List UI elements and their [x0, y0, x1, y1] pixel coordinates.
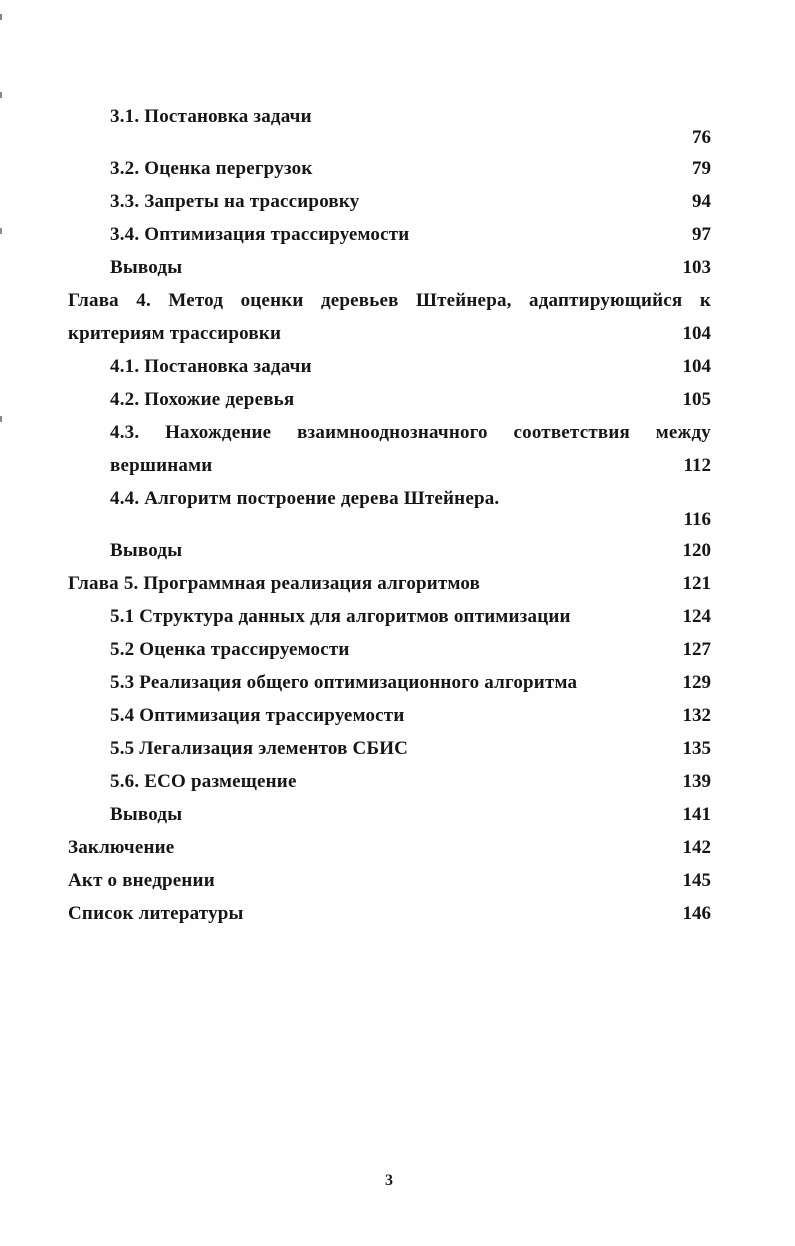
toc-entry-page-number: 103	[682, 257, 712, 278]
toc-entry-title: 4.1. Постановка задачи	[110, 356, 312, 377]
toc-entry-title: 3.4. Оптимизация трассируемости	[110, 224, 410, 245]
toc-entry: Выводы 141	[68, 798, 711, 831]
toc-entry: 3.2. Оценка перегрузок 79	[68, 152, 711, 185]
toc-entry-page-number: 105	[682, 389, 712, 410]
toc-entry: 5.1 Структура данных для алгоритмов опти…	[68, 600, 711, 633]
toc-entry-title: Акт о внедрении	[68, 870, 215, 891]
toc-entry: 4.1. Постановка задачи 104	[68, 350, 711, 383]
toc-entry: Глава 4. Метод оценки деревьев Штейнера,…	[68, 284, 711, 350]
toc-entry-title: 5.1 Структура данных для алгоритмов опти…	[110, 606, 571, 627]
toc-entry-title: Заключение	[68, 837, 175, 858]
toc-entry-title: 5.2 Оценка трассируемости	[110, 639, 350, 660]
toc-entry-page-number: 132	[682, 705, 712, 726]
toc-entry-page-number: 112	[683, 455, 711, 476]
toc-entry-title: 4.2. Похожие деревья	[110, 389, 295, 410]
toc-entry-title: Список литературы	[68, 903, 244, 924]
toc-entry: Акт о внедрении 145	[68, 864, 711, 897]
toc-entry-title: 4.3. Нахождение взаимнооднозначного соот…	[110, 422, 711, 476]
toc-entry-page-number: 127	[682, 639, 712, 660]
toc-entry-page-number: 146	[682, 903, 712, 924]
toc-entry-page-number: 94	[692, 191, 711, 212]
toc-entry: 3.1. Постановка задачи 76	[68, 100, 711, 148]
toc-entry: 4.4. Алгоритм построение дерева Штейнера…	[68, 482, 711, 530]
toc-entry: 3.3. Запреты на трассировку 94	[68, 185, 711, 218]
toc-entry: Выводы 103	[68, 251, 711, 284]
toc-entry-title: 5.3 Реализация общего оптимизационного а…	[110, 672, 578, 693]
toc-entry-title: 5.5 Легализация элементов СБИС	[110, 738, 409, 759]
toc-entry-title: 5.4 Оптимизация трассируемости	[110, 705, 405, 726]
toc-entry-page-number: 104	[682, 323, 712, 344]
toc-entry: Глава 5. Программная реализация алгоритм…	[68, 567, 711, 600]
toc-entry: 4.3. Нахождение взаимнооднозначного соот…	[68, 416, 711, 482]
toc-entry: 5.5 Легализация элементов СБИС 135	[68, 732, 711, 765]
toc-entry-title: 4.4. Алгоритм построение дерева Штейнера…	[110, 488, 500, 509]
table-of-contents: 3.1. Постановка задачи 76 3.2. Оценка пере…	[68, 100, 711, 930]
toc-entry: 5.3 Реализация общего оптимизационного а…	[68, 666, 711, 699]
toc-entry-page-number: 124	[682, 606, 712, 627]
toc-entry-title: Выводы	[110, 540, 183, 561]
scan-edge-artifacts	[0, 0, 3, 1246]
toc-entry-page-number: 79	[692, 158, 711, 179]
toc-entry-page-number: 76	[692, 127, 711, 148]
toc-entry: 4.2. Похожие деревья 105	[68, 383, 711, 416]
toc-entry-page-number: 142	[682, 837, 712, 858]
toc-entry-title: Выводы	[110, 257, 183, 278]
toc-entry: 5.4 Оптимизация трассируемости 132	[68, 699, 711, 732]
toc-entry-title: Глава 5. Программная реализация алгоритм…	[68, 573, 481, 594]
toc-entry-title: Выводы	[110, 804, 183, 825]
toc-entry-title: 3.3. Запреты на трассировку	[110, 191, 360, 212]
toc-entry-page-number: 120	[682, 540, 712, 561]
toc-entry-page-number: 116	[683, 509, 711, 530]
toc-entry-page-number: 139	[682, 771, 712, 792]
toc-entry-page-number: 104	[682, 356, 712, 377]
toc-entry-page-number: 135	[682, 738, 712, 759]
toc-entry-page-number: 97	[692, 224, 711, 245]
page-number: 3	[385, 1172, 393, 1189]
toc-entry-page-number: 145	[682, 870, 712, 891]
toc-entry-title: 5.6. ECO размещение	[110, 771, 297, 792]
toc-entry: Выводы 120	[68, 534, 711, 567]
toc-entry-page-number: 121	[682, 573, 712, 594]
toc-entry-title: 3.2. Оценка перегрузок	[110, 158, 313, 179]
toc-entry-page-number: 141	[682, 804, 712, 825]
toc-entry: 5.6. ECO размещение 139	[68, 765, 711, 798]
toc-entry: Список литературы 146	[68, 897, 711, 930]
toc-entry: 5.2 Оценка трассируемости 127	[68, 633, 711, 666]
toc-entry: Заключение 142	[68, 831, 711, 864]
toc-entry-title: Глава 4. Метод оценки деревьев Штейнера,…	[68, 290, 711, 344]
toc-entry-page-number: 129	[682, 672, 712, 693]
toc-entry: 3.4. Оптимизация трассируемости 97	[68, 218, 711, 251]
toc-entry-title: 3.1. Постановка задачи	[110, 106, 312, 127]
